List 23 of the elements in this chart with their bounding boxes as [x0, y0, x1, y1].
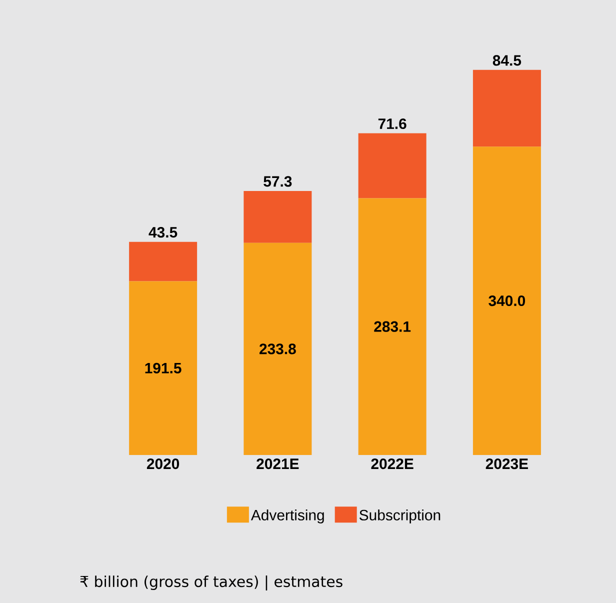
bar [472, 146, 541, 455]
data-label: 43.5 [148, 227, 178, 238]
bar [358, 198, 426, 455]
data-label: 233.8 [260, 344, 296, 354]
legend-label: Subscription [360, 509, 440, 524]
data-label: 340.0 [488, 295, 526, 306]
data-label: 191.5 [145, 362, 182, 374]
data-label: 84.5 [492, 55, 522, 66]
x-tick-label: 2022E [371, 458, 414, 470]
x-tick-label: 2023E [486, 458, 528, 470]
bar [472, 70, 541, 147]
bar [244, 242, 312, 455]
legend-label: Advertising [250, 509, 324, 524]
bar [244, 190, 312, 243]
bar [129, 281, 198, 455]
data-label: 283.1 [374, 321, 411, 332]
text: ₹ billion (gross of taxes) | estmates [80, 576, 342, 590]
x-tick-label: 2020 [146, 458, 180, 470]
data-label: 71.6 [378, 118, 406, 130]
data-label: 57.3 [264, 176, 292, 187]
bar [358, 133, 426, 198]
x-tick-label: 2021E [256, 458, 299, 470]
bar [129, 242, 198, 282]
